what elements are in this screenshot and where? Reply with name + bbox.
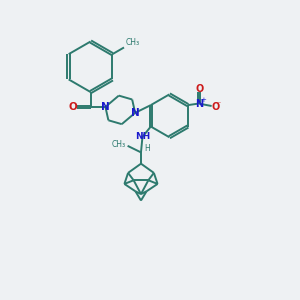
Text: H: H [145, 144, 150, 153]
Text: O: O [69, 102, 78, 112]
Text: O: O [195, 84, 203, 94]
Text: ⁻: ⁻ [217, 100, 221, 109]
Text: +: + [200, 97, 206, 103]
Text: N: N [101, 102, 110, 112]
Text: N: N [131, 108, 140, 118]
Text: N: N [195, 99, 203, 109]
Text: CH₃: CH₃ [125, 38, 139, 47]
Text: O: O [212, 102, 220, 112]
Text: CH₃: CH₃ [112, 140, 126, 149]
Text: NH: NH [135, 132, 150, 141]
